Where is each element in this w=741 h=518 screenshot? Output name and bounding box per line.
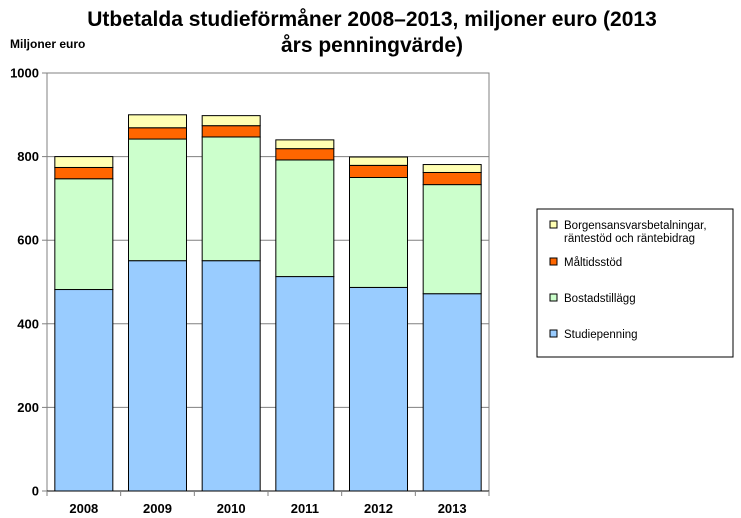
bar-segment-2010-2: [201, 136, 261, 262]
plot-area: 0 200 400 600 800 1000 2008 2009 2010 2011 2012 201…: [10, 66, 490, 516]
y-tick-label: 800: [17, 149, 39, 164]
bar-segment-2010-3: [201, 125, 261, 138]
bar-segment-2008-3: [54, 166, 114, 180]
bar-segment-2009-3: [128, 127, 187, 140]
y-tick-label: 1000: [10, 66, 39, 81]
x-tick-label: 2010: [217, 501, 246, 516]
legend-box: [536, 208, 734, 358]
chart-title-line-2: års penningvärde): [281, 34, 463, 57]
legend-swatch: [549, 220, 558, 229]
bar-segment-2011-4: [275, 139, 335, 150]
bar-segment-2011-3: [275, 148, 335, 161]
legend-label: Måltidsstöd: [564, 257, 622, 269]
bar-segment-2011-2: [275, 159, 335, 278]
y-tick-label: 400: [17, 316, 39, 331]
plot-frame: [46, 72, 490, 492]
bar-segment-2008-4: [54, 156, 114, 168]
legend: Borgensansvarsbetalningar,räntestöd och …: [536, 208, 734, 358]
bar-segment-2012-1: [349, 286, 408, 492]
bar-segment-2009-2: [128, 138, 187, 262]
x-tick-label: 2011: [291, 501, 319, 516]
legend-swatch: [549, 257, 558, 266]
bar-segment-2008-2: [54, 178, 114, 291]
legend-label: Bostadstillägg: [564, 293, 636, 305]
bar-segment-2013-1: [422, 293, 482, 492]
bar-segment-2008-1: [54, 289, 114, 492]
bar-segment-2011-1: [275, 276, 335, 492]
legend-label: Borgensansvarsbetalningar,: [564, 220, 707, 232]
y-tick-label: 0: [32, 484, 39, 499]
bar-segment-2013-3: [422, 171, 482, 186]
y-tick-label: 600: [17, 233, 39, 248]
bar-segment-2009-4: [128, 114, 187, 129]
bar-segment-2010-1: [201, 260, 261, 492]
bar-segment-2012-4: [349, 156, 408, 166]
bar-segment-2009-1: [128, 260, 187, 492]
chart-title-line-1: Utbetalda studieförmåner 2008–2013, milj…: [87, 8, 657, 31]
bar-segment-2012-3: [349, 164, 408, 179]
legend-swatch: [549, 329, 558, 338]
bar-segment-2012-2: [349, 177, 408, 288]
x-tick-label: 2013: [438, 501, 467, 516]
legend-label: Studiepenning: [564, 329, 638, 341]
legend-label: räntestöd och räntebidrag: [564, 233, 695, 245]
legend-swatch: [549, 293, 558, 302]
bar-segment-2010-4: [201, 115, 261, 127]
x-tick-label: 2009: [143, 501, 172, 516]
x-tick-label: 2008: [69, 501, 98, 516]
y-axis-label: Miljoner euro: [10, 37, 85, 51]
bar-segment-2013-4: [422, 164, 482, 173]
y-tick-label: 200: [17, 400, 39, 415]
bar-segment-2013-2: [422, 184, 482, 295]
x-tick-label: 2012: [364, 501, 393, 516]
